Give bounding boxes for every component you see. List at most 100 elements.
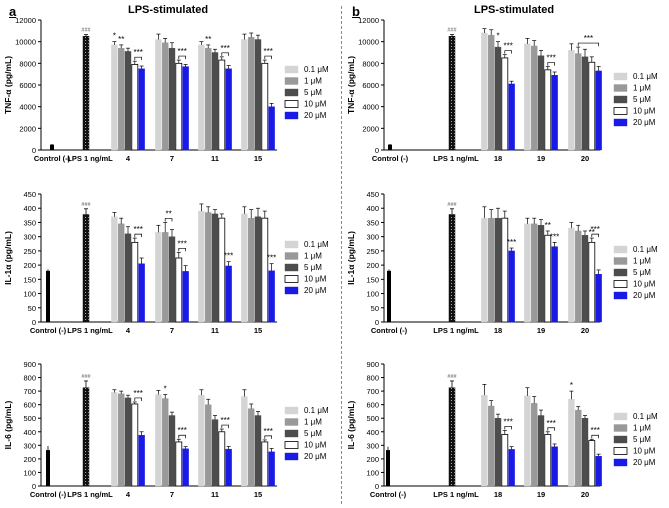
- legend-swatch: [284, 418, 299, 426]
- legend-swatch: [284, 100, 299, 108]
- legend-swatch: [613, 72, 628, 81]
- legend-swatch: [284, 88, 299, 97]
- y-tick-label: 8000: [362, 59, 379, 68]
- y-tick-label: 300: [366, 441, 379, 450]
- bar-4-conc-3: [131, 64, 139, 151]
- significance-label: **: [545, 221, 551, 230]
- lps-significance-label: ###: [81, 374, 91, 380]
- panel-divider: [341, 6, 342, 504]
- bar-20-conc-3: [588, 440, 596, 487]
- y-tick-label: 2000: [19, 124, 36, 133]
- bar-7-conc-4: [182, 66, 189, 151]
- bar-18-conc-1: [488, 405, 495, 487]
- significance-bracket: [134, 56, 142, 61]
- lps-significance-label: ###: [81, 202, 91, 208]
- bar-19-conc-3: [544, 69, 552, 151]
- panel-title-a: LPS-stimulated: [128, 4, 209, 16]
- legend-label: 1 μM: [633, 84, 651, 93]
- legend-swatch: [284, 263, 299, 272]
- x-category-label: 4: [126, 154, 131, 163]
- bar-7-conc-3: [175, 441, 183, 487]
- legend-swatch: [613, 107, 628, 115]
- significance-label: ***: [224, 252, 233, 261]
- y-tick-label: 10000: [358, 38, 379, 47]
- y-axis-title: IL-1α (pg/mL): [3, 231, 13, 285]
- bar-19-conc-2: [537, 415, 545, 487]
- x-category-label: 11: [211, 490, 219, 499]
- bar-11-conc-4: [225, 448, 232, 487]
- y-tick-label: 300: [23, 233, 36, 242]
- significance-bracket: [504, 50, 512, 54]
- bar-15-conc-2: [254, 415, 262, 487]
- y-tick-label: 2000: [362, 124, 379, 133]
- bar-11-conc-3: [218, 217, 226, 323]
- bar-19-conc-0: [524, 223, 531, 323]
- x-category-label: 20: [581, 326, 589, 335]
- legend-label: 0.1 μM: [304, 65, 329, 74]
- bar-19-conc-0: [524, 395, 531, 487]
- control-bar: [388, 144, 392, 150]
- significance-label: ***: [547, 419, 556, 428]
- bar-20-conc-0: [568, 227, 575, 323]
- control-bar: [46, 450, 50, 486]
- bar-19-conc-1: [531, 223, 538, 323]
- y-tick-label: 100: [366, 290, 379, 299]
- control-label: Control (-): [30, 326, 67, 335]
- y-tick-label: 600: [366, 401, 379, 410]
- significance-bracket: [134, 397, 142, 401]
- significance-bracket: [547, 427, 555, 431]
- y-tick-label: 300: [366, 233, 379, 242]
- legend-label: 10 μM: [633, 447, 656, 456]
- y-tick-label: 12000: [15, 16, 36, 25]
- y-tick-label: 10000: [15, 38, 36, 47]
- significance-label: ***: [134, 389, 143, 398]
- bar-7-conc-3: [175, 257, 183, 323]
- bar-15-conc-2: [254, 216, 262, 323]
- lps-label: LPS 1 ng/mL: [67, 490, 113, 499]
- bar-7-conc-1: [161, 232, 169, 323]
- x-category-label: 11: [211, 154, 219, 163]
- bar-18-conc-4: [508, 83, 515, 151]
- y-tick-label: 400: [366, 428, 379, 437]
- y-tick-label: 6000: [362, 81, 379, 90]
- lps-label: LPS 1 ng/mL: [433, 154, 479, 163]
- significance-label: ***: [584, 34, 593, 43]
- bar-15-conc-0: [241, 213, 248, 323]
- control-bar: [386, 450, 390, 486]
- legend-swatch: [284, 111, 299, 120]
- bar-11-conc-3: [218, 59, 226, 151]
- bar-19-conc-4: [551, 446, 558, 487]
- x-category-label: 7: [170, 326, 174, 335]
- significance-label: ***: [264, 47, 273, 56]
- legend-swatch: [613, 257, 628, 265]
- y-tick-label: 450: [23, 190, 36, 199]
- bar-15-conc-3: [261, 62, 269, 151]
- y-axis-title: IL-6 (pg/mL): [3, 401, 13, 450]
- bar-18-conc-3: [501, 217, 509, 323]
- x-category-label: 15: [254, 490, 262, 499]
- bar-19-conc-1: [531, 403, 538, 487]
- legend-label: 10 μM: [633, 107, 656, 116]
- significance-label: **: [205, 35, 211, 44]
- y-tick-label: 700: [366, 387, 379, 396]
- panel-title-b: LPS-stimulated: [474, 4, 555, 16]
- bar-4-conc-2: [124, 51, 132, 151]
- y-tick-label: 800: [366, 374, 379, 383]
- significance-bracket: [591, 233, 599, 238]
- bar-18-conc-0: [481, 217, 488, 323]
- control-label: Control (-): [371, 326, 408, 335]
- lps-bar: [82, 214, 90, 323]
- y-tick-label: 0: [32, 482, 36, 491]
- x-category-label: 20: [581, 490, 589, 499]
- y-tick-label: 200: [23, 455, 36, 464]
- significance-bracket: [221, 52, 229, 56]
- legend-swatch: [284, 65, 299, 74]
- legend-swatch: [613, 458, 628, 467]
- bar-15-conc-1: [247, 408, 255, 487]
- bar-4-conc-0: [111, 216, 118, 323]
- lps-significance-label: ###: [447, 28, 457, 34]
- bar-11-conc-2: [211, 419, 219, 487]
- legend-swatch: [613, 291, 628, 300]
- legend-label: 20 μM: [633, 458, 656, 467]
